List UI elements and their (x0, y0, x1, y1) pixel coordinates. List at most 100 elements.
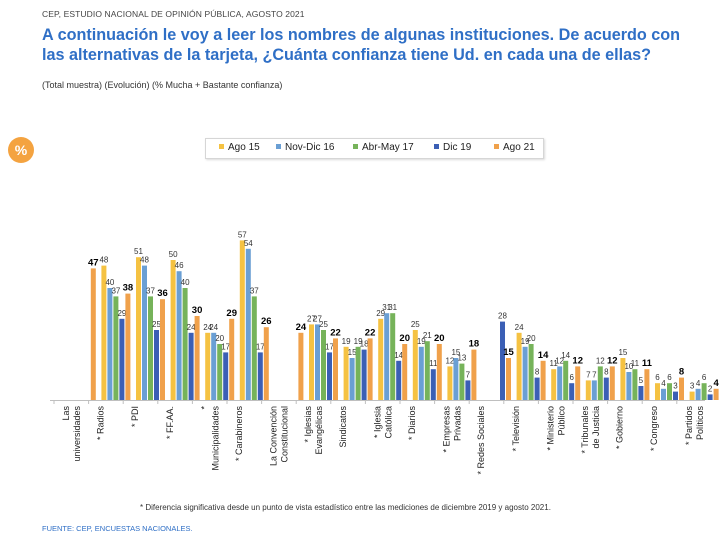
data-label: 30 (192, 305, 203, 316)
data-label: 37 (111, 286, 120, 295)
bar (418, 346, 424, 400)
bar (707, 394, 713, 400)
bar (465, 380, 471, 400)
data-label: 15 (348, 348, 357, 357)
data-label: 6 (569, 373, 574, 382)
data-label: 12 (572, 355, 583, 366)
data-label: 24 (203, 323, 212, 332)
bar (188, 332, 194, 400)
bar (713, 388, 719, 400)
bar (309, 324, 314, 400)
data-label: 6 (702, 373, 707, 382)
legend-label: Nov-Dic 16 (285, 142, 335, 153)
bar (569, 383, 575, 400)
bar (655, 383, 660, 400)
bar (390, 313, 396, 400)
bar (563, 360, 569, 400)
bar (679, 377, 684, 400)
data-label: 15 (503, 347, 514, 358)
data-label: 25 (152, 320, 161, 329)
data-label: 6 (655, 373, 660, 382)
data-label: 17 (325, 342, 334, 351)
data-label: 11 (642, 358, 653, 369)
bar (402, 344, 408, 400)
data-label: 37 (250, 286, 259, 295)
data-label: 3 (673, 382, 678, 391)
legend-item: Ago 15 (219, 142, 260, 153)
bar (182, 288, 188, 400)
category-label: * Diarios (407, 406, 417, 441)
category-label: *Municipalidades (199, 406, 220, 471)
data-label: 22 (365, 327, 376, 338)
bar (597, 366, 603, 400)
data-label: 57 (238, 230, 247, 239)
bar (396, 360, 402, 400)
data-label: 26 (261, 316, 272, 327)
bar (575, 366, 581, 400)
bar (170, 260, 176, 400)
category-label: * Televisión (511, 406, 521, 451)
chart-subtitle: (Total muestra) (Evolución) (% Mucha + B… (42, 80, 283, 90)
data-label: 31 (388, 303, 397, 312)
bar (315, 324, 320, 400)
bar (333, 338, 338, 400)
bar (223, 352, 229, 400)
data-label: 8 (535, 368, 540, 377)
legend-swatch (494, 143, 499, 149)
bar (361, 349, 367, 400)
bar (540, 360, 546, 400)
percent-badge-icon: % (8, 137, 34, 163)
category-label: Sindicatos (338, 406, 348, 448)
data-label: 27 (307, 314, 316, 323)
data-label: 24 (209, 323, 218, 332)
bar (160, 299, 165, 400)
bar (638, 386, 644, 400)
bar (453, 358, 459, 400)
bar (136, 257, 141, 400)
data-label: 38 (123, 283, 134, 294)
bar (263, 327, 269, 400)
bar (447, 366, 453, 400)
legend-label: Dic 19 (443, 142, 472, 153)
legend-swatch (276, 143, 281, 149)
data-label: 4 (696, 379, 701, 388)
legend-swatch (434, 143, 439, 149)
category-label: * MinisterioPúblico (545, 406, 566, 451)
bar (298, 332, 304, 400)
report-header: CEP, ESTUDIO NACIONAL DE OPINIÓN PÚBLICA… (42, 9, 305, 19)
category-label: * Gobierno (615, 406, 625, 449)
data-label: 22 (330, 327, 341, 338)
data-label: 31 (382, 303, 391, 312)
data-label: 40 (181, 278, 190, 287)
data-label: 25 (411, 320, 420, 329)
bar (609, 366, 615, 400)
data-label: 13 (457, 354, 466, 363)
bar (245, 248, 251, 400)
data-label: 12 (555, 356, 564, 365)
data-label: 12 (607, 355, 618, 366)
category-label: * EmpresasPrivadas (442, 406, 463, 453)
bar (689, 391, 695, 400)
data-label: 24 (296, 322, 307, 333)
bar (528, 344, 534, 400)
bar (551, 369, 557, 400)
category-label: * IglesiasEvangélicas (303, 406, 324, 455)
category-label: * PDI (130, 406, 140, 427)
bar (101, 265, 107, 400)
data-label: 8 (604, 368, 609, 377)
bar (603, 377, 609, 400)
bar (436, 344, 442, 400)
data-label: 14 (561, 351, 570, 360)
bar (424, 341, 430, 400)
category-label: * Congreso (649, 406, 659, 451)
bar (113, 296, 119, 400)
bar (661, 388, 666, 400)
bar (471, 349, 477, 400)
data-label: 20 (527, 334, 536, 343)
bar (217, 344, 223, 400)
legend-swatch (219, 143, 224, 149)
bar (355, 346, 361, 400)
data-label: 25 (319, 320, 328, 329)
category-label: * Radios (96, 406, 106, 441)
